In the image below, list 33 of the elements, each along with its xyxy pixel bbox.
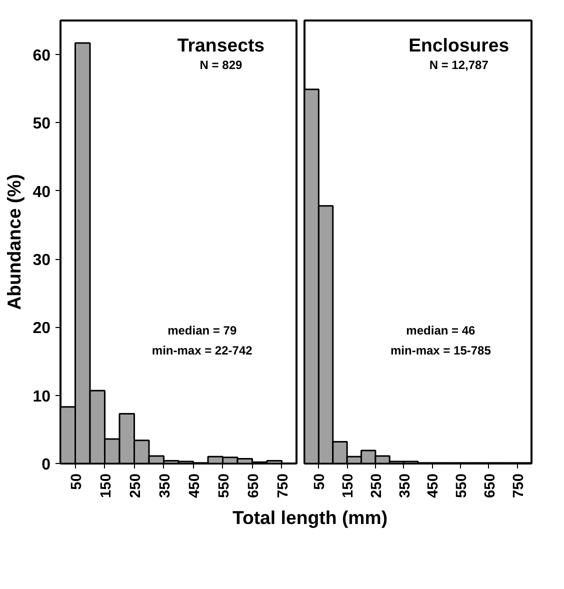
text: Transects [177,34,265,56]
x-tick-label: 50 [68,473,85,490]
x-tick-label: 650 [482,473,498,498]
annotation: min-max = 15-785 [390,344,492,358]
text: N = 12,787 [429,58,489,72]
x-tick-label: 650 [246,473,262,498]
x-tick-label: 750 [275,473,292,498]
x-tick-label: 550 [454,473,470,498]
x-tick-label: 350 [397,473,414,498]
text: N = 829 [200,58,242,72]
x-tick-label: 550 [216,473,232,498]
y-tick-label: 20 [32,320,51,338]
x-tick-label: 150 [340,473,357,498]
y-tick-label: 40 [32,184,51,201]
annotation: median = 79 [168,324,237,338]
y-axis-title: Abundance (%) [4,174,25,310]
x-tick-label: 750 [510,473,527,498]
x-tick-label: 50 [312,473,328,490]
text: Enclosures [408,34,510,56]
y-tick-label: 30 [32,252,51,270]
x-axis-title: Total length (mm) [232,506,388,530]
y-tick-label: 0 [42,456,51,474]
annotation: median = 46 [406,324,476,338]
y-tick-label: 60 [32,48,51,65]
y-tick-label: 10 [32,388,51,406]
x-tick-label: 250 [368,473,385,498]
x-tick-label: 150 [98,473,114,498]
x-tick-label: 450 [426,473,442,498]
x-tick-label: 350 [157,473,174,498]
y-tick-label: 50 [32,116,51,133]
annotation: min-max = 22-742 [152,344,253,358]
x-tick-label: 450 [186,473,203,498]
x-tick-label: 250 [128,473,144,498]
